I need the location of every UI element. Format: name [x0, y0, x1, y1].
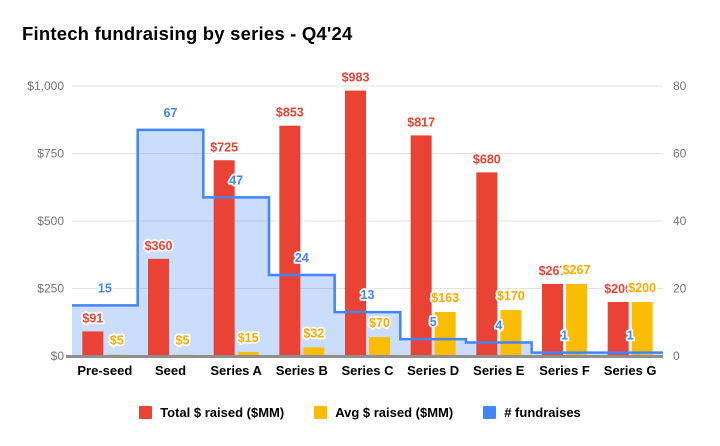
svg-text:15: 15 — [98, 281, 112, 295]
svg-text:Series F: Series F — [539, 363, 590, 378]
svg-text:$170: $170 — [497, 289, 525, 303]
legend: Total $ raised ($MM) Avg $ raised ($MM) … — [0, 405, 720, 420]
legend-swatch-fundraises — [483, 406, 497, 419]
svg-text:$360: $360 — [145, 239, 173, 253]
legend-label-fundraises: # fundraises — [504, 405, 581, 420]
svg-text:$200: $200 — [628, 281, 656, 295]
chart-area: $91 $360 $725 $853 $983 $817 $680 $267 $200 $5 $5 $… — [27, 69, 687, 378]
legend-label-total-raised: Total $ raised ($MM) — [160, 405, 285, 420]
svg-text:20: 20 — [673, 282, 687, 296]
legend-swatch-total-raised — [139, 406, 153, 419]
svg-text:1: 1 — [627, 329, 634, 343]
svg-text:$250: $250 — [37, 282, 64, 296]
svg-text:$853: $853 — [276, 106, 304, 120]
svg-text:$1,000: $1,000 — [27, 79, 64, 93]
svg-text:$750: $750 — [37, 147, 64, 161]
svg-text:1: 1 — [561, 329, 568, 343]
svg-text:$725: $725 — [210, 140, 238, 154]
svg-text:$0: $0 — [51, 349, 65, 363]
svg-text:0: 0 — [673, 349, 680, 363]
svg-text:24: 24 — [295, 251, 309, 265]
svg-text:$91: $91 — [82, 311, 103, 325]
svg-text:Series C: Series C — [341, 363, 394, 378]
svg-text:$5: $5 — [110, 334, 124, 348]
svg-text:Series G: Series G — [604, 363, 657, 378]
svg-text:47: 47 — [229, 173, 243, 187]
svg-text:13: 13 — [361, 288, 375, 302]
svg-text:60: 60 — [673, 147, 687, 161]
svg-text:$817: $817 — [407, 115, 435, 129]
svg-text:$267: $267 — [539, 264, 567, 278]
svg-text:$983: $983 — [342, 71, 370, 85]
svg-text:5: 5 — [430, 315, 437, 329]
svg-text:80: 80 — [673, 79, 687, 93]
svg-text:67: 67 — [164, 106, 178, 120]
svg-text:$163: $163 — [431, 291, 459, 305]
chart-canvas: $91 $360 $725 $853 $983 $817 $680 $267 $200 $5 $5 $… — [27, 69, 687, 378]
svg-text:Pre-seed: Pre-seed — [77, 363, 132, 378]
svg-text:Series E: Series E — [473, 363, 525, 378]
svg-text:Series B: Series B — [276, 363, 328, 378]
legend-swatch-avg-raised — [314, 406, 328, 419]
svg-text:$267: $267 — [563, 263, 591, 277]
svg-text:Seed: Seed — [155, 363, 186, 378]
svg-text:$500: $500 — [37, 214, 64, 228]
svg-text:$15: $15 — [238, 331, 259, 345]
chart-title: Fintech fundraising by series - Q4'24 — [22, 23, 353, 44]
svg-text:$200: $200 — [604, 282, 632, 296]
legend-label-avg-raised: Avg $ raised ($MM) — [335, 405, 454, 420]
legend-item-avg-raised: Avg $ raised ($MM) — [314, 405, 453, 420]
svg-text:Series A: Series A — [210, 363, 262, 378]
svg-text:Series D: Series D — [407, 363, 459, 378]
svg-text:$680: $680 — [473, 152, 501, 166]
svg-text:40: 40 — [673, 214, 687, 228]
svg-text:4: 4 — [495, 319, 502, 333]
legend-item-total-raised: Total $ raised ($MM) — [139, 405, 284, 420]
svg-text:$5: $5 — [176, 334, 190, 348]
legend-item-fundraises: # fundraises — [483, 405, 581, 420]
svg-text:$70: $70 — [369, 316, 390, 330]
svg-text:$32: $32 — [303, 326, 324, 340]
